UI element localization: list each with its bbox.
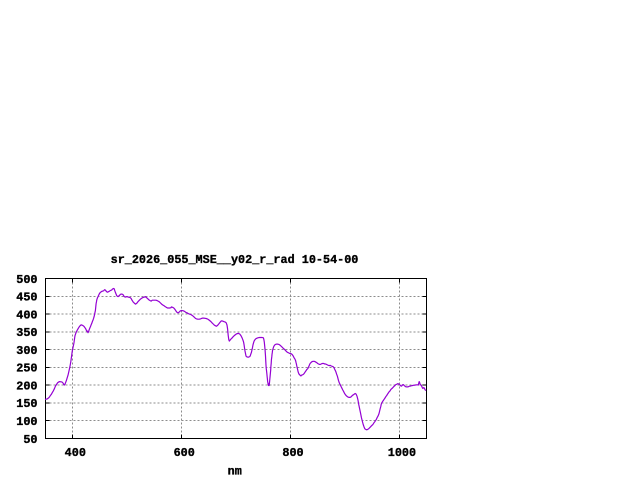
svg-text:800: 800 [282,446,303,460]
svg-text:nm: nm [228,465,242,479]
svg-text:600: 600 [174,446,195,460]
svg-text:1000: 1000 [388,446,416,460]
svg-text:400: 400 [16,308,37,322]
svg-text:500: 500 [16,273,37,287]
svg-text:250: 250 [16,362,37,376]
svg-text:150: 150 [16,397,37,411]
svg-text:100: 100 [16,415,37,429]
svg-text:300: 300 [16,344,37,358]
svg-text:400: 400 [65,446,86,460]
svg-text:350: 350 [16,326,37,340]
svg-text:200: 200 [16,380,37,394]
svg-text:sr_2026_055_MSE__y02_r_rad 10-: sr_2026_055_MSE__y02_r_rad 10-54-00 [111,253,359,267]
svg-text:450: 450 [16,291,37,305]
svg-text:50: 50 [23,433,37,447]
